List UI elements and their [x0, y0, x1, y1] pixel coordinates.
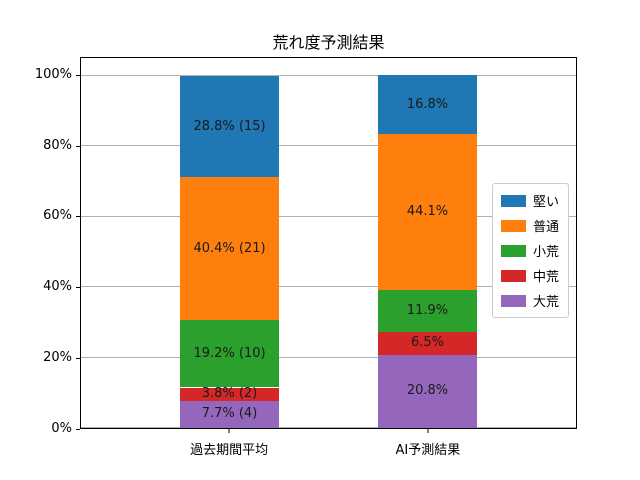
y-tick-mark: [76, 145, 80, 147]
x-axis: 過去期間平均 AI予測結果: [80, 429, 577, 469]
legend-swatch: [501, 244, 526, 257]
y-tick-mark: [76, 429, 80, 430]
legend-label: 小荒: [533, 245, 560, 260]
gridline: [81, 286, 576, 288]
bar-segment: [378, 75, 477, 135]
bar-2: 20.8%6.5%11.9%44.1%16.8%: [378, 58, 477, 428]
bar-segment: [180, 400, 279, 428]
gridline: [81, 215, 576, 217]
gridline: [81, 145, 576, 147]
legend-item: 中荒: [501, 266, 559, 285]
gridline: [81, 427, 576, 428]
x-tick-mark: [427, 429, 429, 433]
legend-swatch: [501, 294, 526, 307]
y-tick-mark: [76, 358, 80, 360]
y-axis: 0% 20% 40% 60% 80% 100%: [34, 66, 72, 436]
legend: 堅い普通小荒中荒大荒: [492, 183, 570, 318]
legend-label: 普通: [533, 220, 560, 235]
y-tick-mark: [76, 216, 80, 218]
y-tick-mark: [76, 74, 80, 76]
bar-segment: [180, 387, 279, 401]
bar-segment: [378, 134, 477, 290]
x-tick-label: 過去期間平均: [190, 443, 269, 458]
legend-item: 小荒: [501, 241, 559, 260]
legend-item: 大荒: [501, 291, 559, 310]
legend-item: 普通: [501, 216, 559, 235]
chart-title: 荒れ度予測結果: [272, 33, 385, 52]
bar-segment: [180, 75, 279, 178]
bar-1: 7.7% (4)3.8% (2)19.2% (10)40.4% (21)28.8…: [180, 58, 279, 428]
bar-segment: [180, 319, 279, 388]
gridline: [81, 74, 576, 76]
legend-label: 大荒: [533, 295, 560, 310]
bar-segment: [378, 331, 477, 355]
x-tick-mark: [228, 429, 230, 433]
legend-label: 堅い: [533, 195, 560, 210]
x-tick-label: AI予測結果: [395, 443, 461, 458]
legend-item: 堅い: [501, 191, 559, 210]
legend-swatch: [501, 219, 526, 232]
bar-segment: [378, 354, 477, 428]
legend-swatch: [501, 194, 526, 207]
bar-segment: [378, 289, 477, 332]
legend-swatch: [501, 269, 526, 282]
gridline: [81, 356, 576, 358]
legend-label: 中荒: [533, 270, 560, 285]
y-tick-mark: [76, 287, 80, 289]
bar-segment: [180, 177, 279, 320]
